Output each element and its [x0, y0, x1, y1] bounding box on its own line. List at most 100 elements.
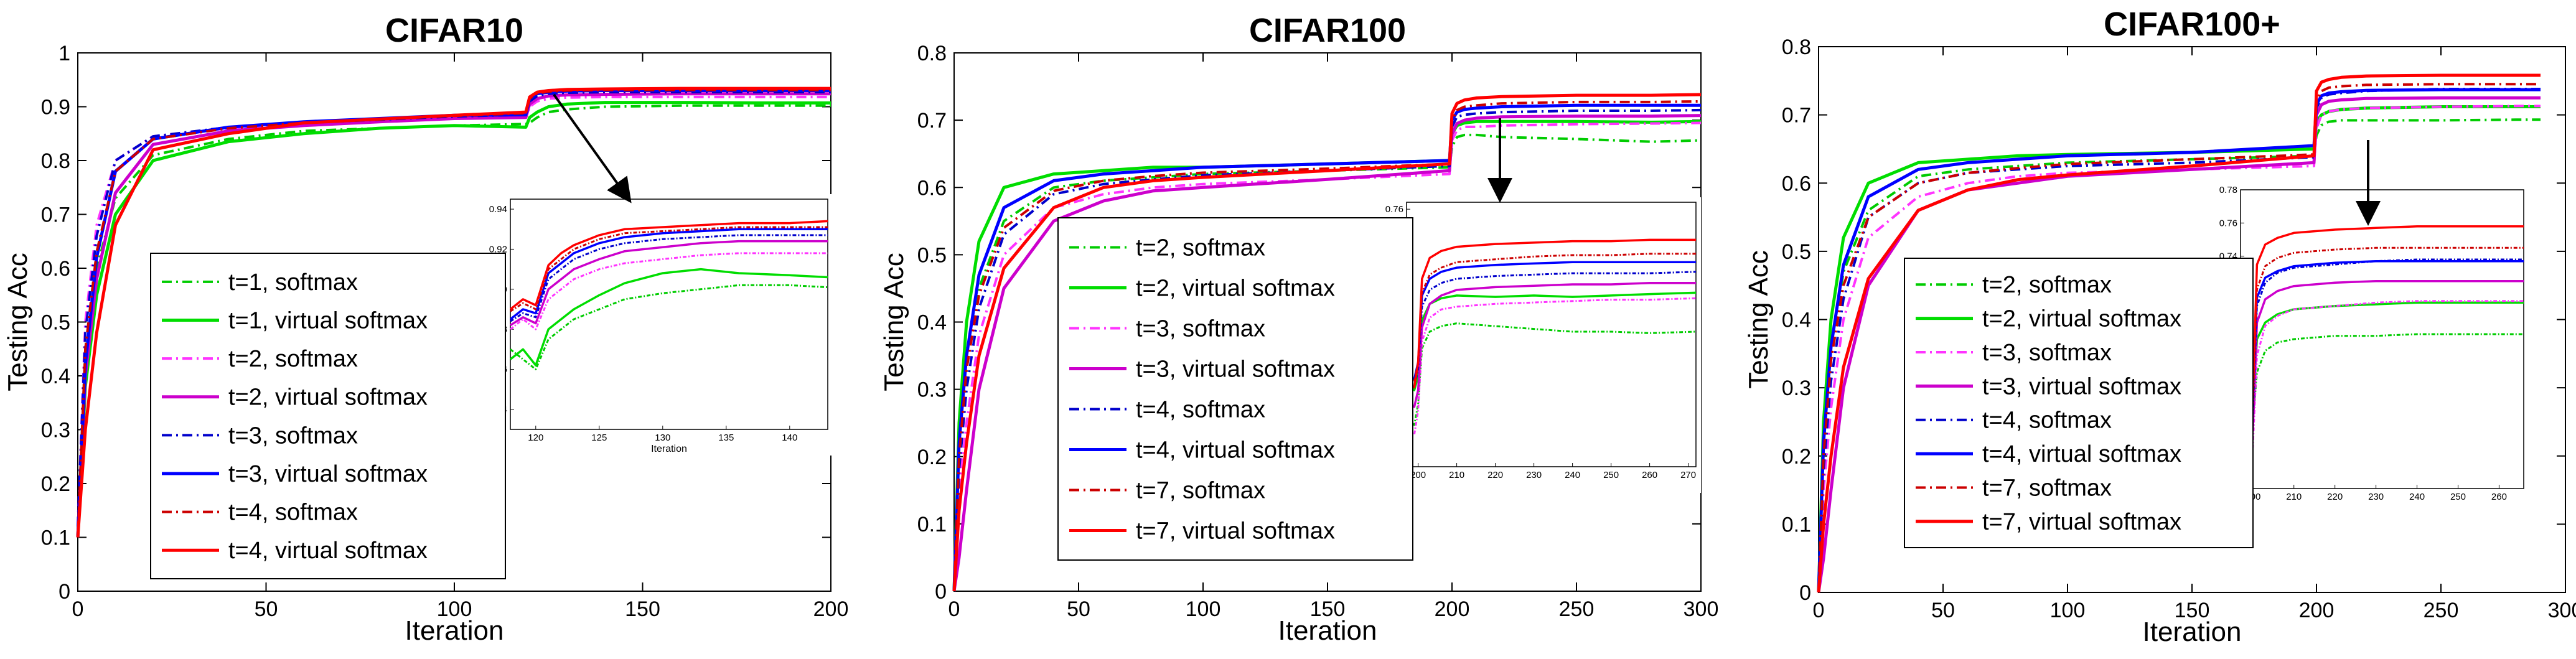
x-axis-label: Iteration — [2143, 617, 2242, 647]
series-line-1 — [1817, 118, 2541, 593]
legend-entry-8: t=7, virtual softmax — [1136, 518, 1335, 544]
chart-panel-1: CIFAR10 0 0.1 0.2 0.3 0.4 0.5 0.6 0.7 0.8 0.9 1 0 50 1… — [2, 12, 848, 646]
inset-y-tick-label: 0.76 — [2219, 218, 2237, 228]
y-tick-label: 0 — [935, 580, 947, 604]
x-tick-label: 150 — [2175, 599, 2210, 622]
series-line-6 — [1817, 88, 2541, 593]
series-line-7 — [1817, 83, 2541, 593]
legend-entry-7: t=4, softmax — [228, 500, 358, 526]
legend-entry-8: t=7, virtual softmax — [1982, 509, 2181, 535]
inset-x-tick-label: 140 — [782, 432, 797, 443]
series-line-2 — [76, 101, 831, 538]
inset-y-tick-label: 0.76 — [1385, 204, 1403, 215]
x-tick-label: 200 — [1435, 597, 1470, 621]
y-tick-label: 1 — [59, 42, 70, 65]
inset-x-tick-label: 240 — [2409, 492, 2425, 502]
y-tick-label: 0.3 — [917, 378, 947, 402]
y-axis-label: Testing Acc — [2, 253, 33, 391]
legend-box — [1904, 258, 2254, 548]
y-tick-label: 0.8 — [1782, 35, 1811, 59]
chart-title: CIFAR100 — [1249, 12, 1406, 49]
legend-entry-6: t=3, virtual softmax — [228, 461, 428, 487]
inset-x-tick-label: 260 — [2491, 492, 2507, 502]
inset-frame — [2240, 189, 2524, 489]
inset-zoom: 0.840.860.880.90.920.94120125130135140It… — [480, 194, 833, 456]
y-tick-label: 0.6 — [917, 176, 947, 200]
inset-x-tick-label: 125 — [591, 432, 607, 443]
legend-entry-7: t=7, softmax — [1982, 475, 2112, 501]
y-tick-label: 0.7 — [917, 109, 947, 133]
legend: t=2, softmax t=2, virtual softmax t=3, sof… — [1057, 217, 1413, 561]
chart-panel-3: CIFAR100+ 0 0.1 0.2 0.3 0.4 0.5 0.6 0.7 0.8 0 50 100… — [1743, 6, 2576, 647]
inset-series-line-7 — [510, 226, 828, 312]
legend-entry-4: t=2, virtual softmax — [228, 385, 428, 411]
x-tick-label: 0 — [948, 597, 960, 621]
y-tick-label: 0.7 — [41, 203, 70, 227]
series-line-4 — [1817, 96, 2541, 593]
legend-entry-5: t=4, softmax — [1982, 408, 2112, 434]
x-tick-label: 0 — [1813, 599, 1825, 622]
y-tick-label: 0.4 — [41, 365, 70, 388]
series-line-5 — [1817, 88, 2541, 593]
legend-entry-6: t=4, virtual softmax — [1982, 441, 2181, 467]
y-axis-label: Testing Acc — [879, 253, 909, 391]
inset-x-tick-label: 260 — [1642, 470, 1657, 480]
x-tick-label: 0 — [72, 597, 84, 621]
legend-entry-2: t=2, virtual softmax — [1136, 276, 1335, 302]
legend-entry-6: t=4, virtual softmax — [1136, 437, 1335, 464]
series-line-6 — [952, 103, 1701, 592]
legend-entry-1: t=2, softmax — [1136, 235, 1265, 261]
series-line-7 — [77, 88, 831, 538]
inset-x-tick-label: 200 — [1410, 470, 1426, 480]
x-tick-label: 300 — [1684, 597, 1719, 621]
legend-entry-4: t=3, virtual softmax — [1136, 357, 1335, 383]
y-tick-label: 0.2 — [41, 472, 70, 496]
x-axis-label: Iteration — [405, 615, 504, 646]
inset-x-tick-label: 270 — [1680, 470, 1696, 480]
x-tick-label: 100 — [1186, 597, 1221, 621]
y-tick-label: 0.1 — [1782, 513, 1811, 536]
inset-series-line-8 — [1406, 238, 1696, 389]
inset-series-line-3 — [1406, 297, 1697, 436]
x-tick-label: 50 — [1931, 599, 1955, 622]
x-tick-label: 250 — [2424, 599, 2459, 622]
y-tick-label: 0.5 — [1782, 240, 1811, 264]
series-line-8 — [952, 93, 1702, 592]
legend-box — [1057, 217, 1413, 561]
legend-entry-3: t=2, softmax — [228, 346, 358, 372]
y-tick-label: 0.4 — [917, 311, 947, 335]
y-tick-label: 0.7 — [1782, 104, 1811, 128]
inset-x-tick-label: 135 — [718, 432, 734, 443]
legend-box — [150, 253, 506, 579]
inset-series-line-3 — [510, 252, 828, 330]
inset-series-line-8 — [509, 220, 828, 311]
inset-y-tick-label: 0.94 — [489, 204, 507, 215]
legend-entry-8: t=4, virtual softmax — [228, 538, 428, 564]
inset-x-tick-label: 220 — [2327, 492, 2343, 502]
legend-entry-2: t=1, virtual softmax — [228, 307, 428, 334]
x-tick-label: 100 — [437, 597, 472, 621]
x-axis-label: Iteration — [1278, 615, 1377, 646]
inset-y-tick-label: 0.78 — [2219, 185, 2237, 195]
legend-entry-2: t=2, virtual softmax — [1982, 306, 2181, 332]
inset-series-line-4 — [510, 240, 828, 327]
x-tick-label: 50 — [1067, 597, 1090, 621]
legend: t=2, softmax t=2, virtual softmax t=3, sof… — [1904, 258, 2254, 548]
inset-x-tick-label: 130 — [655, 432, 670, 443]
x-tick-label: 200 — [2299, 599, 2335, 622]
x-tick-label: 100 — [2050, 599, 2086, 622]
inset-series-line-7 — [2240, 246, 2524, 430]
legend-entry-5: t=3, softmax — [228, 423, 358, 449]
inset-series-line-4 — [1406, 281, 1696, 408]
chart-title: CIFAR100+ — [2104, 6, 2280, 43]
inset-series-line-5 — [510, 234, 828, 322]
y-tick-label: 0.4 — [1782, 309, 1811, 332]
y-tick-label: 0.9 — [41, 96, 70, 119]
inset-x-tick-label: 230 — [1526, 470, 1542, 480]
legend-entry-3: t=3, softmax — [1136, 316, 1265, 342]
inset-x-tick-label: 120 — [528, 432, 543, 443]
y-tick-label: 0.2 — [917, 446, 947, 469]
inset-x-tick-label: 250 — [2450, 492, 2466, 502]
inset-frame — [510, 199, 828, 430]
